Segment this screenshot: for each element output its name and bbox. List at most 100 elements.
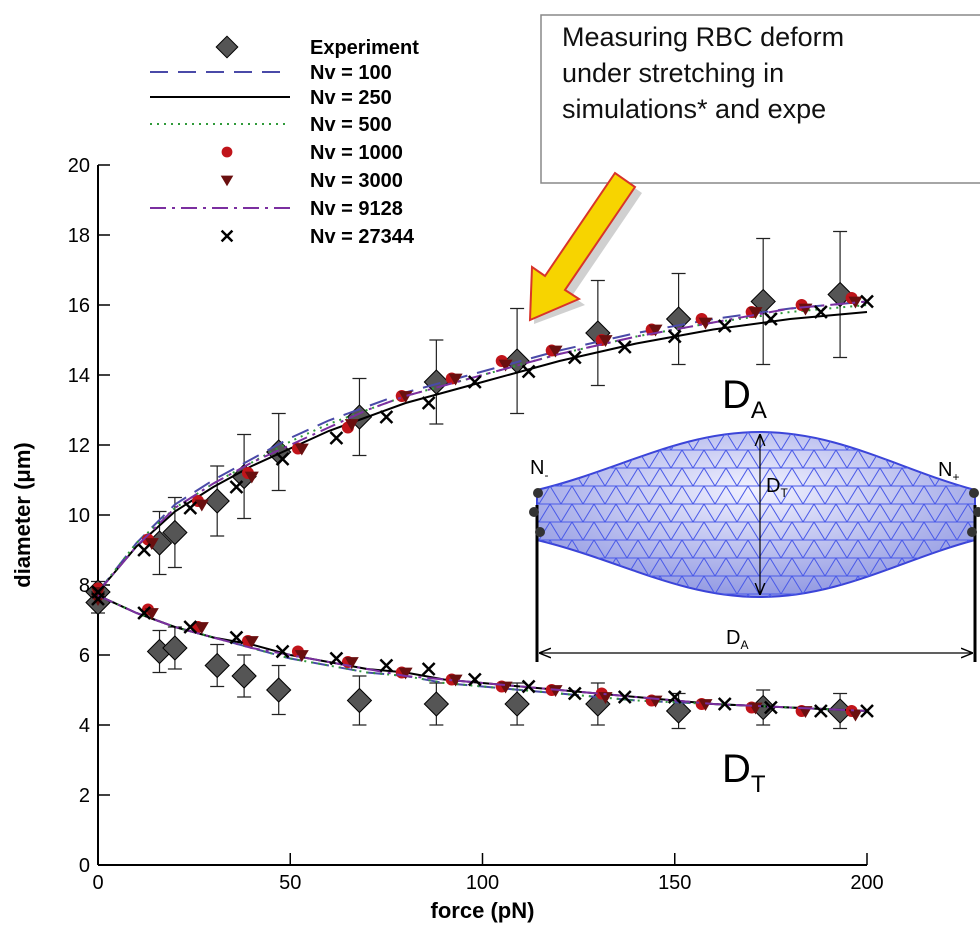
x-axis-title: force (pN) [431, 898, 535, 923]
y-axis-title: diameter (μm) [10, 442, 35, 588]
y-tick-label: 10 [68, 505, 90, 527]
end-beads [529, 488, 980, 537]
y-tick-label: 14 [68, 365, 90, 387]
x-marker [421, 662, 436, 676]
callout-text: under stretching in [562, 58, 784, 88]
triangle-marker [448, 674, 463, 687]
cell-mesh [537, 432, 975, 597]
x-marker [329, 651, 344, 666]
x-marker [467, 375, 482, 389]
x-marker [717, 319, 732, 333]
legend-marker [220, 229, 234, 243]
inset-label-sub: A [740, 638, 748, 652]
diamond-marker [266, 677, 292, 703]
x-tick-label: 100 [466, 872, 499, 894]
legend-label: Nv = 100 [310, 62, 392, 84]
triangle-marker [748, 307, 763, 319]
triangle-marker [698, 317, 713, 330]
diamond-marker [504, 691, 530, 717]
series-line [97, 300, 868, 593]
x-marker [229, 630, 244, 645]
legend-label: Nv = 250 [310, 87, 392, 109]
x-marker [329, 431, 344, 445]
triangle-marker [244, 471, 259, 484]
triangle-marker [144, 608, 159, 620]
triangle-marker [848, 296, 863, 309]
inset-label-main: D [726, 627, 740, 649]
inset-label-main: N [938, 459, 952, 481]
diamond-marker [827, 281, 853, 308]
triangle-marker [294, 650, 309, 662]
triangle-marker [498, 359, 513, 372]
legend-label: Nv = 1000 [310, 142, 403, 164]
y-tick-label: 20 [68, 155, 90, 177]
diamond-marker [231, 663, 257, 689]
diamond-marker [162, 519, 188, 546]
x-marker [137, 606, 152, 620]
y-tick-label: 0 [79, 855, 90, 877]
x-marker [860, 704, 874, 718]
inset-label-sub: + [952, 470, 959, 484]
x-marker [137, 543, 152, 557]
series-line [97, 300, 868, 593]
inset-label: DT [766, 475, 788, 500]
legend-label: Nv = 3000 [310, 170, 403, 192]
x-tick-label: 150 [658, 872, 691, 894]
triangle-marker [448, 373, 463, 386]
triangle-marker [294, 443, 309, 456]
diamond-marker [204, 652, 230, 679]
legend-label: Experiment [310, 37, 419, 59]
x-marker [813, 305, 828, 319]
callout-text: Measuring RBC deform [562, 22, 844, 52]
inset-label-main: N [530, 457, 544, 479]
x-marker [379, 410, 394, 424]
x-marker [275, 452, 290, 466]
x-tick-label: 50 [279, 872, 301, 894]
inset-label-main: D [766, 475, 780, 497]
x-marker [379, 658, 394, 673]
callout-box [540, 14, 980, 184]
x-tick-label: 200 [850, 872, 883, 894]
curve-label-main: D [722, 747, 751, 791]
x-marker [717, 697, 732, 711]
x-marker [813, 704, 828, 718]
x-marker [667, 329, 682, 344]
curve-label: DT [722, 747, 766, 798]
triangle-marker [344, 419, 359, 431]
inset [529, 430, 980, 662]
x-marker [521, 679, 536, 694]
x-marker [667, 690, 682, 704]
triangle-marker [598, 335, 613, 347]
x-marker [567, 350, 582, 365]
diamond-marker [346, 687, 373, 714]
legend-marker [215, 35, 239, 59]
x-tick-label: 0 [92, 872, 103, 894]
x-marker [521, 364, 536, 379]
curve-label: DA [722, 373, 767, 424]
legend-marker [220, 175, 234, 187]
legend-label: Nv = 500 [310, 114, 392, 136]
triangle-marker [194, 622, 209, 634]
callout-text: simulations* and expe [562, 94, 826, 124]
callout-arrow [528, 171, 637, 322]
inset-label: N+ [938, 459, 959, 484]
triangle-marker [848, 709, 863, 722]
triangle-marker [244, 636, 259, 648]
y-tick-label: 8 [79, 575, 90, 597]
x-marker [229, 480, 244, 494]
x-marker [91, 592, 105, 606]
y-tick-label: 12 [68, 435, 90, 457]
inset-label-sub: - [544, 468, 548, 482]
curve-label-main: D [722, 373, 751, 417]
triangle-marker [344, 657, 359, 669]
x-marker [567, 686, 582, 701]
x-marker [617, 690, 632, 704]
diamond-marker [162, 635, 188, 661]
triangle-marker [398, 667, 413, 680]
inset-label-sub: T [780, 486, 788, 500]
diamond-marker [423, 691, 450, 717]
triangle-marker [548, 685, 563, 697]
y-tick-label: 2 [79, 785, 90, 807]
x-marker [183, 501, 198, 515]
